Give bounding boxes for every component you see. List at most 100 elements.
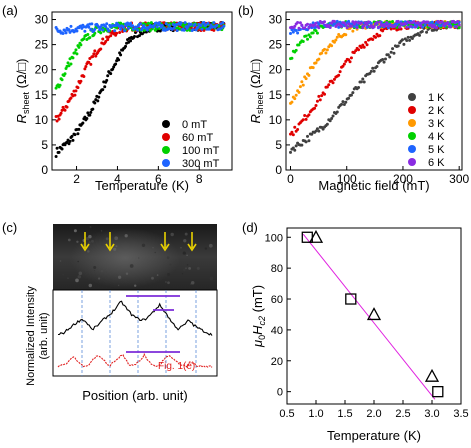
- data-point: [65, 105, 69, 109]
- data-point: [129, 39, 133, 43]
- y-tick-label: 0: [41, 163, 48, 177]
- stm-speck: [173, 269, 176, 272]
- panel-d-ticks: 0.5 1.0 1.5 2.0 2.5 3.0 3.5 0 20 40 60 80 100: [265, 232, 469, 420]
- data-point: [331, 23, 335, 27]
- data-point: [155, 25, 159, 29]
- y-tick-label: 20: [271, 356, 283, 368]
- data-point: [154, 27, 158, 31]
- data-point: [425, 30, 429, 34]
- stm-speck: [88, 283, 93, 288]
- data-point: [381, 29, 385, 33]
- data-point: [375, 64, 379, 68]
- data-point: [317, 94, 321, 98]
- data-point: [119, 53, 123, 57]
- stm-speck: [88, 234, 92, 239]
- panel-b-ylabel-sub: sheet: [255, 92, 265, 115]
- data-point: [369, 69, 373, 73]
- data-point: [297, 43, 301, 47]
- data-point: [430, 20, 434, 24]
- stm-speck: [183, 239, 187, 243]
- stm-speck: [184, 232, 188, 236]
- data-point: [101, 28, 105, 32]
- y-tick-label: 100: [265, 232, 283, 244]
- data-point: [76, 86, 80, 90]
- data-point: [67, 64, 71, 68]
- data-point: [332, 77, 336, 81]
- legend-marker: [408, 132, 416, 140]
- stm-speck: [185, 267, 187, 270]
- data-point: [406, 35, 410, 39]
- data-point: [314, 104, 318, 108]
- data-point: [396, 19, 400, 23]
- data-point: [362, 45, 366, 49]
- data-point: [289, 31, 292, 35]
- data-point: [327, 83, 331, 87]
- data-point: [314, 129, 318, 133]
- stm-speck: [117, 275, 122, 279]
- data-point: [298, 21, 302, 25]
- data-point: [93, 101, 97, 105]
- data-point: [449, 25, 453, 29]
- panel-a-ylabel-sub: sheet: [21, 92, 31, 115]
- panel-a-data: [54, 21, 226, 158]
- stm-speck: [167, 273, 171, 276]
- data-point: [345, 26, 349, 30]
- stm-speck: [97, 277, 101, 280]
- stm-speck: [156, 274, 159, 276]
- data-point: [391, 47, 395, 51]
- data-point: [135, 28, 139, 32]
- data-point: [104, 25, 108, 29]
- data-point: [55, 119, 59, 123]
- data-point: [311, 66, 315, 70]
- y-tick-label: 60: [271, 294, 283, 306]
- data-point: [330, 116, 334, 120]
- data-point: [290, 130, 294, 134]
- data-point: [310, 132, 314, 136]
- stm-speck: [105, 237, 109, 241]
- data-point: [99, 47, 103, 51]
- data-point: [189, 22, 193, 26]
- panel-a-ylabel: Rsheet (Ω/□): [14, 59, 31, 124]
- x-tick-label: 3.0: [424, 408, 439, 420]
- data-point: [396, 44, 400, 48]
- data-point: [83, 67, 87, 71]
- data-point: [405, 38, 409, 42]
- data-point: [419, 24, 423, 28]
- stm-speck: [190, 283, 192, 285]
- data-point: [296, 31, 300, 35]
- stm-speck: [170, 232, 174, 237]
- panel-c: (c) Fig. 1(e) Position (arb. unit) Norma…: [2, 220, 218, 403]
- data-point: [351, 91, 355, 95]
- data-point: [334, 38, 338, 42]
- data-point: [206, 21, 210, 25]
- data-point: [347, 19, 351, 23]
- panel-b-ylabel: Rsheet (Ω/□): [248, 59, 265, 124]
- data-point: [179, 21, 183, 25]
- arrow-head: [160, 243, 170, 252]
- panel-b-ylabel-unit: (Ω/□): [248, 59, 263, 92]
- data-point: [383, 24, 387, 28]
- stm-speck: [100, 243, 104, 246]
- x-tick-label: 2.5: [395, 408, 410, 420]
- data-point: [88, 113, 92, 117]
- data-point: [123, 29, 127, 33]
- data-point: [297, 90, 301, 94]
- data-point: [341, 100, 345, 104]
- stm-speck: [75, 278, 79, 283]
- data-point: [140, 32, 144, 36]
- data-point: [84, 64, 88, 68]
- data-point: [96, 99, 100, 103]
- data-point: [446, 21, 450, 24]
- data-point: [314, 29, 318, 33]
- stm-speck: [134, 284, 137, 287]
- data-point: [111, 67, 115, 71]
- data-point: [82, 74, 86, 78]
- data-point: [183, 21, 187, 25]
- arrow-head: [80, 243, 90, 252]
- legend-label: 3 K: [428, 118, 445, 130]
- data-point: [117, 58, 121, 62]
- triangle-marker: [424, 368, 440, 382]
- data-point: [378, 34, 382, 38]
- stm-speck: [66, 263, 68, 265]
- x-tick-label: 1.5: [337, 408, 352, 420]
